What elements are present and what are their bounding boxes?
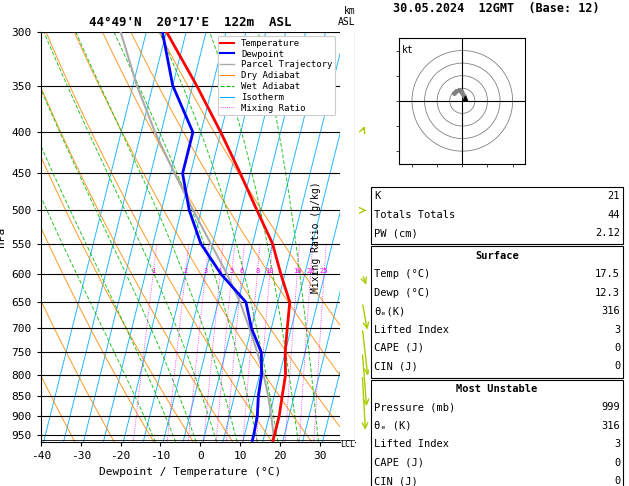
Text: 30.05.2024  12GMT  (Base: 12): 30.05.2024 12GMT (Base: 12) xyxy=(393,2,600,15)
Text: Pressure (mb): Pressure (mb) xyxy=(374,402,455,412)
Text: Totals Totals: Totals Totals xyxy=(374,210,455,220)
Text: K: K xyxy=(374,191,381,201)
Text: 2: 2 xyxy=(183,268,187,274)
Text: 44: 44 xyxy=(608,210,620,220)
Text: 316: 316 xyxy=(601,306,620,316)
Y-axis label: hPa: hPa xyxy=(0,227,6,247)
Text: LCL: LCL xyxy=(340,440,355,450)
Text: 8: 8 xyxy=(255,268,259,274)
Text: 3: 3 xyxy=(614,325,620,334)
Text: CIN (J): CIN (J) xyxy=(374,476,418,486)
Text: 4: 4 xyxy=(218,268,222,274)
Text: Most Unstable: Most Unstable xyxy=(456,384,538,394)
Text: Dewp (°C): Dewp (°C) xyxy=(374,288,430,297)
Text: 0: 0 xyxy=(614,362,620,371)
Text: Lifted Index: Lifted Index xyxy=(374,325,449,334)
Text: Lifted Index: Lifted Index xyxy=(374,439,449,449)
Text: 3: 3 xyxy=(203,268,208,274)
Text: 20: 20 xyxy=(306,268,314,274)
X-axis label: Dewpoint / Temperature (°C): Dewpoint / Temperature (°C) xyxy=(99,467,281,477)
Text: CIN (J): CIN (J) xyxy=(374,362,418,371)
Text: 12.3: 12.3 xyxy=(595,288,620,297)
Legend: Temperature, Dewpoint, Parcel Trajectory, Dry Adiabat, Wet Adiabat, Isotherm, Mi: Temperature, Dewpoint, Parcel Trajectory… xyxy=(218,36,335,115)
Text: 16: 16 xyxy=(293,268,301,274)
Title: 44°49'N  20°17'E  122m  ASL: 44°49'N 20°17'E 122m ASL xyxy=(89,16,291,29)
Text: km
ASL: km ASL xyxy=(338,6,355,28)
Text: kt: kt xyxy=(402,46,414,55)
Text: 2.12: 2.12 xyxy=(595,228,620,238)
Text: Surface: Surface xyxy=(475,251,519,260)
Text: 5: 5 xyxy=(230,268,234,274)
Text: CAPE (J): CAPE (J) xyxy=(374,343,424,353)
Text: 0: 0 xyxy=(614,343,620,353)
Text: 1: 1 xyxy=(151,268,155,274)
Text: 10: 10 xyxy=(265,268,274,274)
Text: PW (cm): PW (cm) xyxy=(374,228,418,238)
Text: 25: 25 xyxy=(320,268,328,274)
Text: Mixing Ratio (g/kg): Mixing Ratio (g/kg) xyxy=(311,181,321,293)
Text: 0: 0 xyxy=(614,476,620,486)
Text: Temp (°C): Temp (°C) xyxy=(374,269,430,279)
Text: CAPE (J): CAPE (J) xyxy=(374,458,424,468)
Text: 0: 0 xyxy=(614,458,620,468)
Text: 6: 6 xyxy=(240,268,243,274)
Text: θₑ (K): θₑ (K) xyxy=(374,421,412,431)
Text: 17.5: 17.5 xyxy=(595,269,620,279)
Text: 21: 21 xyxy=(608,191,620,201)
Text: 999: 999 xyxy=(601,402,620,412)
Text: θₑ(K): θₑ(K) xyxy=(374,306,406,316)
Text: 316: 316 xyxy=(601,421,620,431)
Text: 3: 3 xyxy=(614,439,620,449)
